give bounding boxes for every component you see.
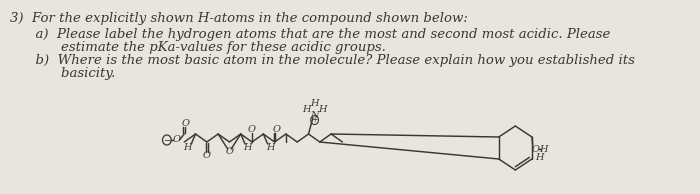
Text: a)  Please label the hydrogen atoms that are the most and second most acidic. Pl: a) Please label the hydrogen atoms that … [10,28,611,41]
Text: O: O [203,152,211,160]
Text: b)  Where is the most basic atom in the molecule? Please explain how you establi: b) Where is the most basic atom in the m… [10,54,636,67]
Text: N: N [310,112,319,120]
Text: H: H [302,105,311,113]
Text: O: O [172,135,181,145]
Text: +: + [312,115,318,125]
Text: O: O [225,147,233,157]
Text: H: H [318,105,327,113]
Text: H: H [310,100,319,108]
Text: O: O [272,125,281,133]
Text: basicity.: basicity. [10,67,116,80]
Text: H: H [244,143,252,152]
Text: 3)  For the explicitly shown H-atoms in the compound shown below:: 3) For the explicitly shown H-atoms in t… [10,12,468,25]
Text: H: H [539,145,547,153]
Text: estimate the pKa-values for these acidic groups.: estimate the pKa-values for these acidic… [10,41,386,54]
Text: H: H [536,152,544,161]
Text: H: H [266,143,274,152]
Text: H: H [183,143,192,152]
Text: O: O [248,126,256,134]
Text: −: − [163,135,171,145]
Text: O: O [531,145,540,153]
Text: O: O [182,120,190,128]
